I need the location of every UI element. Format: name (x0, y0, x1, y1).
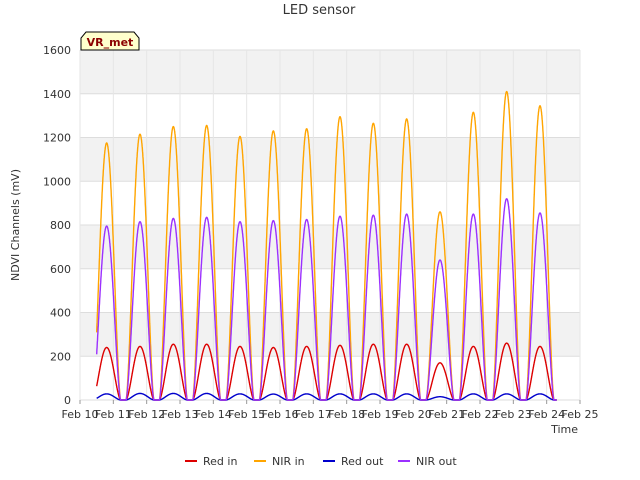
x-tick-label: Feb 19 (362, 408, 399, 421)
x-tick-label: Feb 16 (262, 408, 299, 421)
band (80, 137, 580, 182)
legend: Red in NIR in Red out NIR out (185, 455, 457, 468)
x-tick-label: Feb 25 (562, 408, 599, 421)
y-tick-label: 800 (50, 219, 71, 232)
y-tick-label: 1600 (43, 44, 71, 57)
y-axis-ticks: 0 200 400 600 800 1000 1200 1400 1600 (43, 44, 71, 407)
y-tick-label: 600 (50, 263, 71, 276)
chart-title: LED sensor (283, 3, 356, 18)
x-tick-label: Feb 12 (128, 408, 165, 421)
legend-label: Red in (203, 455, 237, 468)
x-tick-label: Feb 24 (528, 408, 565, 421)
band (80, 50, 580, 94)
x-tick-label: Feb 14 (195, 408, 232, 421)
y-tick-label: 1200 (43, 132, 71, 145)
y-tick-label: 0 (64, 394, 71, 407)
x-tick-label: Feb 17 (295, 408, 332, 421)
y-tick-label: 400 (50, 307, 71, 320)
legend-label: NIR in (272, 455, 305, 468)
y-axis-label: NDVI Channels (mV) (9, 169, 22, 281)
x-tick-label: Feb 22 (462, 408, 499, 421)
x-tick-label: Feb 18 (328, 408, 365, 421)
band (80, 225, 580, 269)
series-layer (96, 90, 558, 401)
x-tick-label: Feb 21 (428, 408, 465, 421)
x-tick-label: Feb 23 (495, 408, 532, 421)
y-tick-label: 1000 (43, 175, 71, 188)
legend-label: Red out (341, 455, 384, 468)
x-tick-label: Feb 15 (228, 408, 265, 421)
legend-label: NIR out (416, 455, 457, 468)
x-tick-label: Feb 20 (395, 408, 432, 421)
series-line-nir-out (96, 198, 558, 401)
y-tick-label: 1400 (43, 88, 71, 101)
station-badge: VR_met (80, 31, 140, 51)
x-tick-label: Feb 11 (95, 408, 132, 421)
y-tick-label: 200 (50, 350, 71, 363)
badge-label: VR_met (87, 36, 134, 49)
x-tick-label: Feb 13 (162, 408, 199, 421)
badge-shape (80, 31, 140, 51)
x-tick-label: Feb 10 (62, 408, 99, 421)
x-axis-label: Time (550, 423, 578, 436)
